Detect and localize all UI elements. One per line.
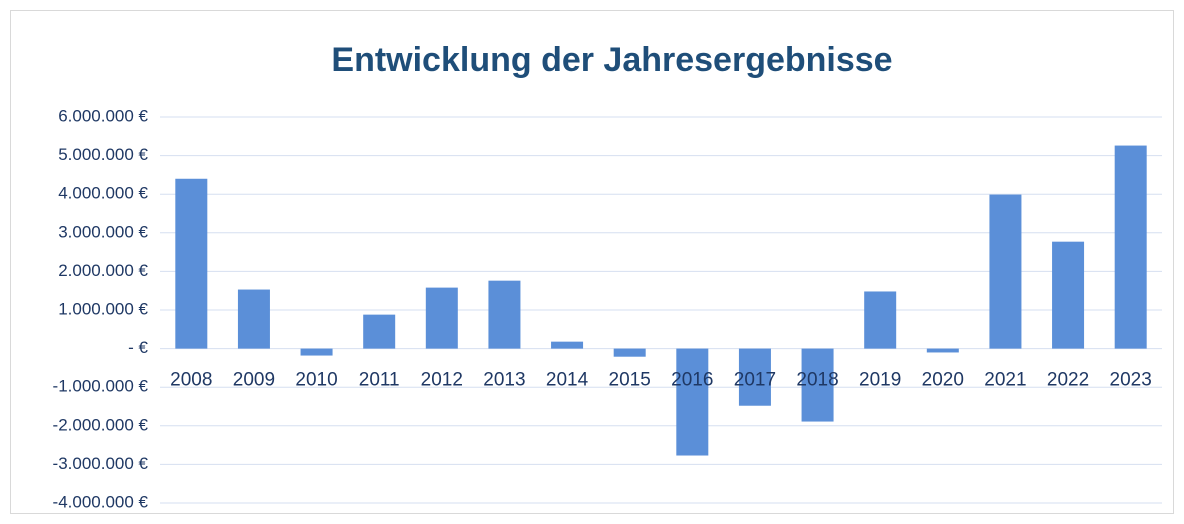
x-tick-label: 2015	[609, 370, 651, 391]
x-tick-label: 2016	[671, 370, 713, 391]
bar	[363, 314, 396, 349]
y-tick-label: -1.000.000 €	[53, 377, 149, 396]
x-tick-label: 2014	[546, 370, 589, 391]
x-tick-label: 2011	[359, 370, 400, 391]
x-tick-label: 2021	[984, 370, 1026, 391]
x-tick-label: 2020	[922, 370, 964, 391]
y-tick-label: 5.000.000 €	[58, 145, 148, 164]
y-tick-label: - €	[128, 338, 148, 357]
chart-title: Entwicklung der Jahresergebnisse	[331, 41, 892, 79]
x-tick-label: 2013	[483, 370, 525, 391]
bar	[1114, 145, 1147, 349]
bar	[864, 291, 897, 349]
x-tick-label: 2017	[734, 370, 776, 391]
bar	[425, 287, 458, 349]
bar	[488, 280, 521, 349]
bar	[175, 178, 208, 349]
bar	[676, 348, 709, 456]
y-tick-label: -4.000.000 €	[53, 492, 149, 511]
x-tick-label: 2019	[859, 370, 901, 391]
x-tick-label: 2018	[796, 370, 838, 391]
y-tick-label: 1.000.000 €	[58, 299, 148, 318]
y-tick-label: -2.000.000 €	[53, 415, 149, 434]
x-tick-label: 2012	[421, 370, 463, 391]
bar	[738, 348, 771, 406]
x-tick-label: 2009	[233, 370, 275, 391]
bar	[237, 289, 270, 349]
bar	[613, 348, 646, 357]
y-tick-label: -3.000.000 €	[53, 454, 149, 473]
x-tick-label: 2010	[295, 370, 337, 391]
x-tick-label: 2008	[170, 370, 212, 391]
bar	[801, 348, 834, 422]
bar	[926, 348, 959, 353]
x-tick-label: 2023	[1110, 370, 1152, 391]
bar	[989, 194, 1022, 349]
y-tick-label: 2.000.000 €	[58, 261, 148, 280]
y-tick-label: 3.000.000 €	[58, 222, 148, 241]
y-tick-label: 4.000.000 €	[58, 184, 148, 203]
bar	[300, 348, 333, 356]
y-tick-label: 6.000.000 €	[58, 106, 148, 125]
bar	[1052, 241, 1085, 349]
x-tick-label: 2022	[1047, 370, 1089, 391]
bar	[551, 341, 584, 349]
